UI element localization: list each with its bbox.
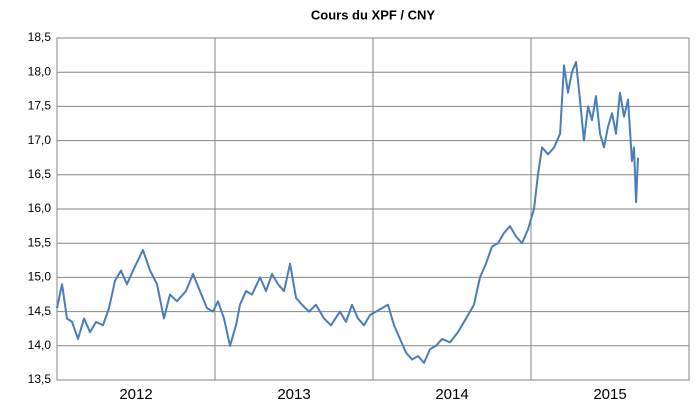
y-tick-label: 15,5	[28, 235, 52, 249]
y-tick-label: 14,5	[28, 304, 52, 318]
x-tick-label: 2014	[435, 386, 468, 403]
x-tick-label: 2012	[119, 386, 152, 403]
y-tick-label: 17,5	[28, 99, 52, 113]
x-tick-label: 2015	[593, 386, 626, 403]
chart-title: Cours du XPF / CNY	[311, 7, 436, 22]
line-series	[56, 60, 639, 364]
y-tick-label: 18,0	[28, 64, 52, 78]
x-tick-label: 2013	[277, 386, 310, 403]
y-tick-label: 16,0	[28, 201, 52, 215]
y-tick-label: 13,5	[28, 372, 52, 386]
plot-frame	[56, 37, 690, 381]
y-tick-label: 14,0	[28, 338, 52, 352]
y-tick-label: 18,5	[28, 30, 52, 44]
y-tick-label: 16,5	[28, 167, 52, 181]
y-tick-label: 15,0	[28, 270, 52, 284]
y-tick-label: 17,0	[28, 133, 52, 147]
